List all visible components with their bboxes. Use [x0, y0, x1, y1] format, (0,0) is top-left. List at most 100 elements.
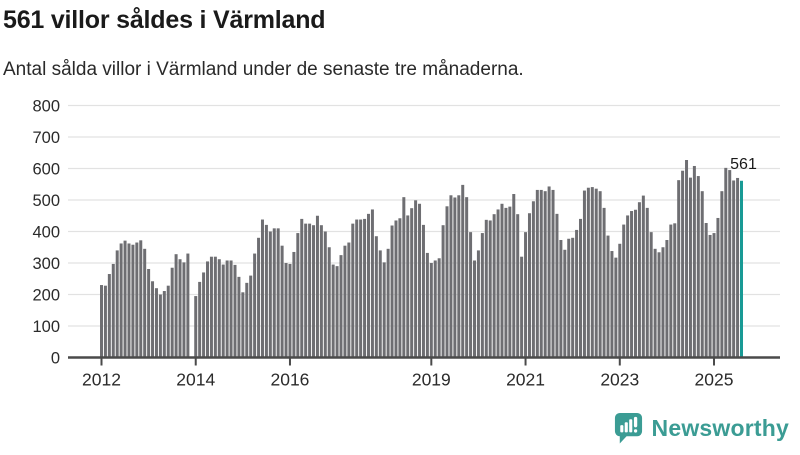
bar: [323, 231, 327, 358]
bar: [512, 194, 516, 358]
bar: [437, 258, 441, 358]
bar: [331, 264, 335, 358]
bar: [618, 243, 622, 358]
bar: [429, 263, 433, 358]
bar: [209, 256, 213, 358]
bar: [312, 225, 316, 358]
bar: [461, 184, 465, 358]
bar: [378, 250, 382, 358]
bar: [551, 189, 555, 358]
bar: [268, 231, 272, 358]
bar: [653, 248, 657, 358]
bar: [441, 225, 445, 358]
bar: [688, 177, 692, 358]
bar: [488, 220, 492, 358]
bar: [151, 281, 155, 358]
bar: [182, 262, 186, 358]
bar: [296, 233, 300, 358]
bar: [135, 242, 139, 358]
bar: [260, 219, 264, 358]
bar: [390, 225, 394, 358]
bar: [237, 276, 241, 358]
bar: [139, 240, 143, 358]
bar: [484, 219, 488, 358]
bar: [202, 272, 206, 358]
bar: [500, 203, 504, 358]
bar: [425, 252, 429, 358]
bar: [272, 228, 276, 358]
bar: [480, 233, 484, 358]
highlight-bar: [740, 180, 743, 358]
bar: [288, 263, 292, 358]
bar: [708, 234, 712, 358]
bar: [284, 263, 288, 358]
bar: [249, 275, 253, 358]
bar: [123, 240, 127, 358]
bar: [622, 224, 626, 358]
bar: [692, 165, 696, 358]
bar: [685, 160, 689, 358]
bar: [704, 223, 708, 358]
bar: [217, 259, 221, 358]
bar: [229, 260, 233, 358]
page-title: 561 villor såldes i Värmland: [3, 6, 326, 34]
bar: [645, 207, 649, 358]
bar: [111, 263, 115, 358]
bar: [598, 191, 602, 358]
bar: [241, 292, 245, 358]
bar: [253, 253, 257, 358]
bar: [174, 254, 178, 358]
bar: [382, 262, 386, 358]
bar: [178, 259, 182, 358]
bar: [724, 167, 728, 358]
bar: [154, 288, 158, 358]
bar: [736, 177, 740, 358]
bar: [280, 245, 284, 358]
bar: [363, 218, 367, 358]
bar: [410, 208, 414, 358]
bar: [720, 191, 724, 358]
bar: [575, 229, 579, 358]
bar: [649, 232, 653, 358]
bar: [366, 213, 370, 358]
bar: [264, 224, 268, 358]
bar: [590, 187, 594, 358]
bar: [194, 296, 198, 358]
bar: [716, 217, 720, 358]
bar: [516, 214, 520, 358]
bar: [732, 180, 736, 358]
bar: [473, 260, 477, 358]
bar: [213, 256, 217, 358]
bar: [696, 176, 700, 358]
bar: [186, 253, 190, 358]
bar: [166, 285, 170, 358]
bar: [421, 224, 425, 358]
bar: [582, 190, 586, 358]
bar: [559, 240, 563, 358]
y-tick-label: 0: [51, 350, 60, 368]
bar: [527, 213, 531, 358]
bar: [414, 200, 418, 358]
bar: [492, 214, 496, 358]
bar: [563, 249, 567, 358]
bar: [669, 224, 673, 358]
bar: [347, 242, 351, 358]
year-label: 2023: [600, 370, 639, 390]
bar: [386, 248, 390, 358]
bar: [418, 203, 422, 358]
bar: [665, 240, 669, 358]
bar: [633, 209, 637, 358]
y-tick-label: 600: [32, 161, 60, 179]
bar: [728, 170, 732, 358]
value-annotation: 561: [730, 156, 757, 173]
bar: [571, 237, 575, 358]
bar: [406, 215, 410, 358]
bar: [579, 218, 583, 358]
bar: [535, 189, 539, 358]
year-label: 2014: [176, 370, 215, 390]
year-label: 2016: [270, 370, 309, 390]
bar: [300, 218, 304, 358]
bar: [225, 260, 229, 358]
year-label: 2025: [695, 370, 734, 390]
bar: [319, 225, 323, 358]
